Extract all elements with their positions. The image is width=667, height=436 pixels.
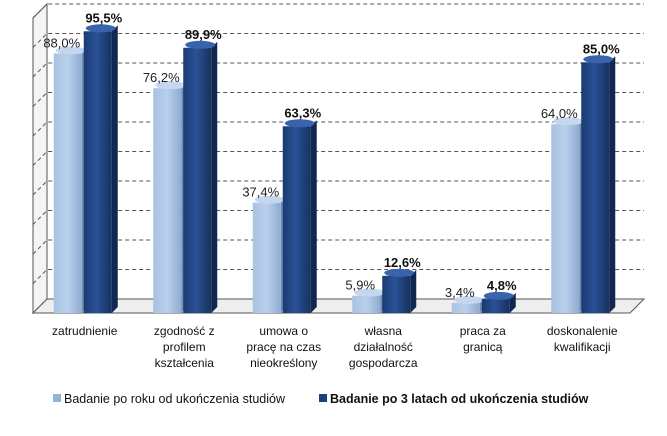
bar-front xyxy=(451,302,480,313)
bar-series-b xyxy=(382,268,417,313)
bar-top xyxy=(55,46,86,55)
bar-top xyxy=(254,195,285,204)
category-label: praca za xyxy=(460,324,506,338)
bar-side xyxy=(310,120,317,313)
category-label: kształcenia xyxy=(155,356,215,370)
bar-front xyxy=(481,298,510,313)
bar-series-a xyxy=(551,117,586,313)
data-label: 3,4% xyxy=(445,285,475,300)
bar-front xyxy=(581,62,610,313)
category-label: profilem xyxy=(163,340,206,354)
category-label: doskonalenie xyxy=(547,324,618,338)
bar-series-b xyxy=(481,291,516,313)
category-label: własna xyxy=(364,324,403,338)
gridline xyxy=(32,3,644,19)
data-labels: 88,0% 95,5% 76,2% 89,9% 37,4% 63,3% 5,9% 12,6% 3… xyxy=(43,10,620,300)
bar-side xyxy=(111,25,118,314)
category-label: granicą xyxy=(463,340,503,354)
category-label: zgodność z xyxy=(154,324,215,338)
legend-label-a: Badanie po roku od ukończenia studiów xyxy=(64,392,286,406)
bar-top xyxy=(85,24,116,33)
bar-top xyxy=(583,55,614,64)
bar-series-a xyxy=(153,81,188,314)
bar-top xyxy=(384,268,415,277)
bar-top xyxy=(483,291,514,300)
bar-front xyxy=(53,53,82,314)
data-label: 88,0% xyxy=(43,35,80,50)
legend-swatch-a xyxy=(53,394,61,402)
bar-top xyxy=(155,81,186,90)
category-label: działalność xyxy=(354,340,413,354)
bar-series-b xyxy=(183,40,218,314)
bar-front xyxy=(252,202,281,313)
data-label: 37,4% xyxy=(242,185,279,200)
bar-series-a xyxy=(53,46,88,314)
data-label: 63,3% xyxy=(284,105,321,120)
bar-series-b xyxy=(83,24,118,314)
data-label: 76,2% xyxy=(143,70,180,85)
bar-top xyxy=(453,295,484,304)
category-label: nieokreślony xyxy=(250,356,317,370)
data-label: 4,8% xyxy=(487,278,517,293)
legend-swatch-b xyxy=(319,394,327,402)
bar-side xyxy=(609,56,616,313)
category-label: pracę na czas xyxy=(246,340,321,354)
gridline xyxy=(32,92,644,107)
bar-top xyxy=(185,40,216,49)
bar-top xyxy=(284,119,315,128)
bar-top xyxy=(553,117,584,126)
bar-front xyxy=(551,124,580,313)
category-label: gospodarcza xyxy=(349,356,418,370)
gridline xyxy=(32,62,644,78)
bar-front xyxy=(83,31,112,314)
bar-series-b xyxy=(282,119,317,313)
data-label: 89,9% xyxy=(185,27,222,42)
bar-front xyxy=(282,126,311,313)
bar-front xyxy=(382,275,411,313)
bar-series-a xyxy=(252,195,287,313)
bar-side xyxy=(410,269,417,313)
bar-front xyxy=(352,295,381,313)
category-label: umowa o xyxy=(259,324,308,338)
category-labels: zatrudnienie zgodność z profilem kształceni… xyxy=(52,324,618,370)
category-label: zatrudnienie xyxy=(52,324,118,338)
category-label: kwalifikacji xyxy=(554,340,611,354)
data-label: 64,0% xyxy=(541,106,578,121)
legend: Badanie po roku od ukończenia studiów Bad… xyxy=(53,392,589,406)
bars xyxy=(53,24,616,314)
data-label: 85,0% xyxy=(583,41,620,56)
data-label: 5,9% xyxy=(345,278,375,293)
gridline xyxy=(32,33,644,48)
data-label: 12,6% xyxy=(384,255,421,270)
bar-side xyxy=(211,41,218,314)
bar-front xyxy=(183,47,212,314)
bar-series-b xyxy=(581,55,616,313)
bar-front xyxy=(153,88,182,314)
legend-label-b: Badanie po 3 latach od ukończenia studió… xyxy=(330,392,589,406)
bar-top xyxy=(354,288,385,297)
data-label: 95,5% xyxy=(85,10,122,25)
